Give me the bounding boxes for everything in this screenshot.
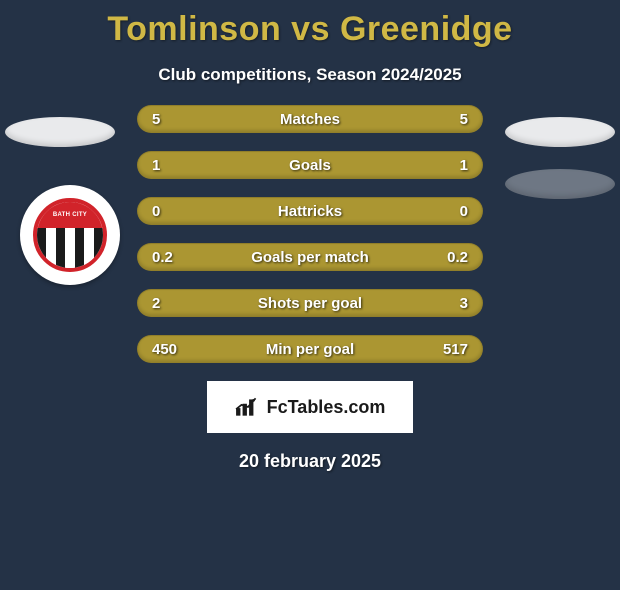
- stat-value-left: 2: [152, 295, 160, 312]
- stat-value-right: 3: [460, 295, 468, 312]
- stat-value-right: 5: [460, 111, 468, 128]
- bar-chart-icon: [235, 396, 261, 418]
- stat-bar: 2Shots per goal3: [137, 289, 483, 317]
- club-badge-label: BATH CITY: [37, 202, 103, 228]
- stat-label: Shots per goal: [138, 295, 482, 312]
- stat-value-left: 0: [152, 203, 160, 220]
- stat-label: Goals per match: [138, 249, 482, 266]
- player-right-ellipse-2: [505, 169, 615, 199]
- stat-bar: 5Matches5: [137, 105, 483, 133]
- stat-value-left: 5: [152, 111, 160, 128]
- stat-value-right: 1: [460, 157, 468, 174]
- stat-label: Goals: [138, 157, 482, 174]
- stat-label: Matches: [138, 111, 482, 128]
- date-text: 20 february 2025: [0, 451, 620, 472]
- subtitle: Club competitions, Season 2024/2025: [0, 65, 620, 85]
- stat-bar: 450Min per goal517: [137, 335, 483, 363]
- stat-value-right: 0.2: [447, 249, 468, 266]
- comparison-stage: BATH CITY 5Matches5 1Goals1 0Hattricks0 0.2…: [0, 105, 620, 363]
- club-badge: BATH CITY: [20, 185, 120, 285]
- player-right-ellipse-1: [505, 117, 615, 147]
- stat-label: Min per goal: [138, 341, 482, 358]
- stat-bar: 1Goals1: [137, 151, 483, 179]
- stat-value-left: 450: [152, 341, 177, 358]
- stat-bar: 0.2Goals per match0.2: [137, 243, 483, 271]
- page-title: Tomlinson vs Greenidge: [0, 10, 620, 49]
- fctables-banner: FcTables.com: [207, 381, 413, 433]
- stat-bar: 0Hattricks0: [137, 197, 483, 225]
- player-left-ellipse-1: [5, 117, 115, 147]
- stat-bars: 5Matches5 1Goals1 0Hattricks0 0.2Goals per …: [137, 105, 483, 363]
- stat-value-left: 0.2: [152, 249, 173, 266]
- club-badge-stripes: [37, 228, 103, 268]
- banner-text: FcTables.com: [267, 397, 386, 418]
- stat-value-right: 517: [443, 341, 468, 358]
- stat-label: Hattricks: [138, 203, 482, 220]
- stat-value-right: 0: [460, 203, 468, 220]
- stat-value-left: 1: [152, 157, 160, 174]
